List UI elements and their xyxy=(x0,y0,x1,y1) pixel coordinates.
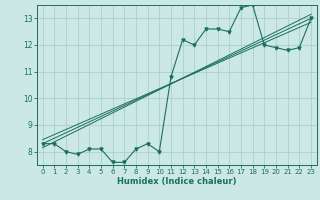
X-axis label: Humidex (Indice chaleur): Humidex (Indice chaleur) xyxy=(117,177,236,186)
